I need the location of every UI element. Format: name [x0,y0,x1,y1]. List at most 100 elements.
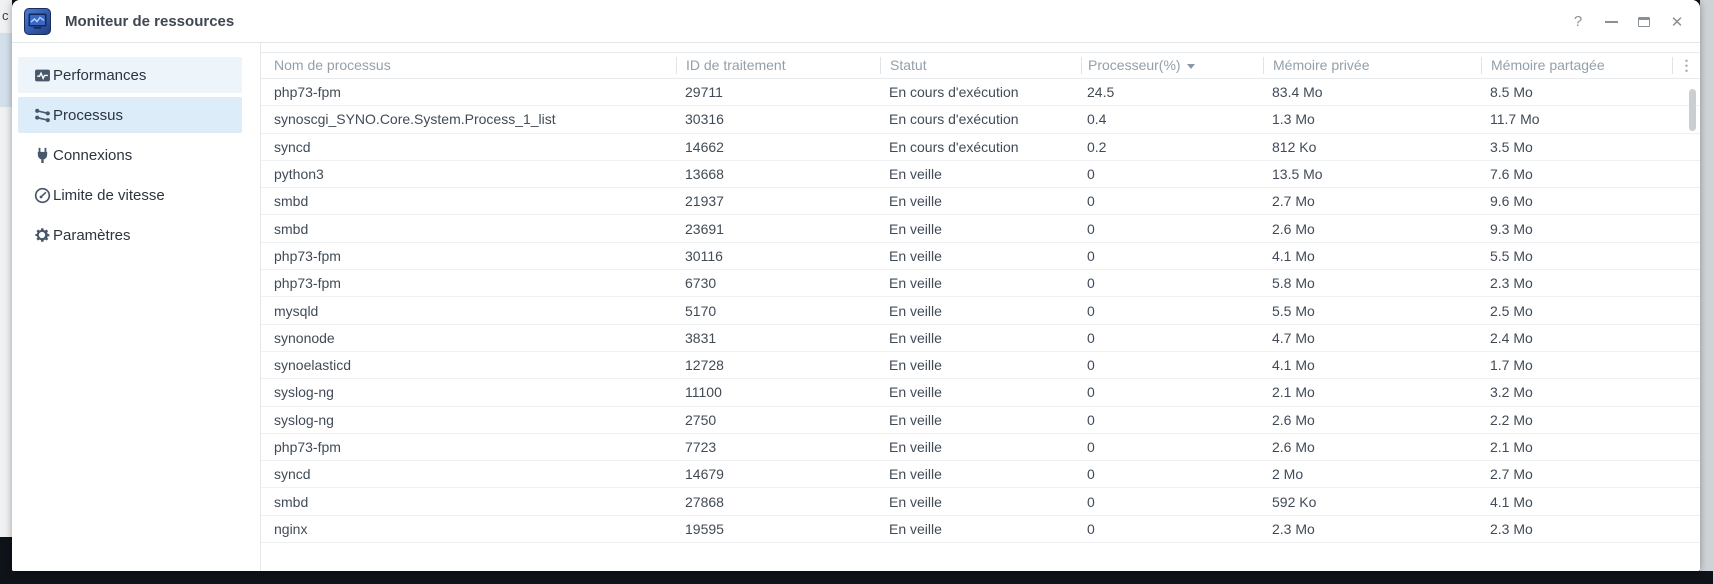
table-row[interactable]: php73-fpm 30116 En veille 0 4.1 Mo 5.5 Mo [261,243,1700,271]
cell-name: smbd [274,193,309,210]
cell-cpu: 0.4 [1087,111,1107,128]
cell-cpu: 0 [1087,357,1095,374]
column-header-name[interactable]: Nom de processus [274,57,391,73]
cell-cpu: 0 [1087,439,1095,455]
cell-pid: 3831 [685,329,717,346]
titlebar: Moniteur de ressources ? ✕ [12,0,1700,43]
cell-shared: 2.2 Mo [1490,411,1533,428]
cell-priv: 83.4 Mo [1272,84,1323,101]
sidebar-item-label: Connexions [53,146,133,164]
cell-priv: 4.1 Mo [1272,247,1315,264]
cell-cpu: 0 [1087,220,1095,237]
table-row[interactable]: php73-fpm 29711 En cours d'exécution 24.5 83… [261,79,1700,107]
cell-shared: 2.4 Mo [1490,329,1533,346]
window-controls: ? ✕ [1569,0,1686,43]
table-row[interactable]: syncd 14679 En veille 0 2 Mo 2.7 Mo [261,461,1700,489]
sidebar-item-param-tres[interactable]: Paramètres [18,217,242,253]
cell-shared: 4.1 Mo [1490,493,1533,510]
cell-shared: 2.7 Mo [1490,466,1533,483]
cell-pid: 11100 [685,384,722,401]
cell-priv: 2.1 Mo [1272,384,1315,401]
sort-descending-icon [1186,63,1195,69]
cell-priv: 2.7 Mo [1272,193,1315,210]
resource-monitor-window: Moniteur de ressources ? ✕ Performances P… [12,0,1700,571]
cell-shared: 3.2 Mo [1490,384,1533,401]
table-row[interactable]: synonode 3831 En veille 0 4.7 Mo 2.4 Mo [261,325,1700,352]
maximize-icon [1638,16,1650,27]
cell-priv: 592 Ko [1272,493,1317,510]
cell-cpu: 0 [1087,411,1095,428]
sidebar-item-performances[interactable]: Performances [18,57,242,93]
sidebar-item-label: Limite de vitesse [53,186,165,204]
cell-name: syncd [274,466,311,483]
maximize-button[interactable] [1635,13,1653,31]
close-button[interactable]: ✕ [1668,13,1686,31]
table-row[interactable]: syncd 14662 En cours d'exécution 0.2 812 Ko 3… [261,134,1700,161]
column-header-status[interactable]: Statut [880,57,1081,74]
table-row[interactable]: smbd 27868 En veille 0 592 Ko 4.1 Mo [261,488,1700,516]
cell-shared: 9.6 Mo [1490,193,1533,210]
background-window-block [0,33,12,107]
cell-name: smbd [274,493,309,510]
cell-status: En veille [889,193,942,210]
cell-cpu: 0 [1087,520,1095,537]
cell-name: php73-fpm [274,439,341,455]
vertical-scrollbar[interactable] [1689,89,1696,131]
table-row[interactable]: python3 13668 En veille 0 13.5 Mo 7.6 Mo [261,161,1700,189]
plug-icon [33,146,51,164]
table-row[interactable]: php73-fpm 7723 En veille 0 2.6 Mo 2.1 Mo [261,434,1700,462]
sidebar-item-connexions[interactable]: Connexions [18,137,242,173]
table-row[interactable]: syslog-ng 2750 En veille 0 2.6 Mo 2.2 Mo [261,407,1700,434]
cell-status: En veille [889,357,942,374]
help-button[interactable]: ? [1573,13,1583,30]
monitor-chart-icon [28,13,47,29]
cell-status: En cours d'exécution [889,84,1019,101]
table-row[interactable]: smbd 23691 En veille 0 2.6 Mo 9.3 Mo [261,215,1700,243]
cell-cpu: 0 [1087,466,1095,483]
column-header-pid[interactable]: ID de traitement [676,57,880,74]
cell-pid: 14679 [685,466,724,483]
cell-name: mysqld [274,302,319,319]
cell-priv: 812 Ko [1272,138,1317,155]
cell-status: En veille [889,493,942,510]
cell-cpu: 0 [1087,247,1095,264]
cell-pid: 2750 [685,411,717,428]
table-row[interactable]: nginx 19595 En veille 0 2.3 Mo 2.3 Mo [261,516,1700,544]
column-header-shared[interactable]: Mémoire partagée [1481,57,1672,74]
cell-priv: 5.8 Mo [1272,275,1315,292]
cell-priv: 2.6 Mo [1272,411,1315,428]
column-options-button[interactable]: ⋮ [1672,57,1700,74]
cell-status: En veille [889,520,942,537]
table-row[interactable]: mysqld 5170 En veille 0 5.5 Mo 2.5 Mo [261,297,1700,325]
cell-status: En veille [889,329,942,346]
table-row[interactable]: php73-fpm 6730 En veille 0 5.8 Mo 2.3 Mo [261,270,1700,298]
process-icon [33,106,51,124]
sidebar-item-limite-de-vitesse[interactable]: Limite de vitesse [18,177,242,213]
column-header-priv[interactable]: Mémoire privée [1263,57,1481,74]
cell-pid: 23691 [685,220,724,237]
close-icon: ✕ [1670,13,1684,31]
table-row[interactable]: smbd 21937 En veille 0 2.7 Mo 9.6 Mo [261,188,1700,216]
cell-cpu: 0 [1087,384,1095,401]
cell-pid: 30116 [685,247,723,264]
cell-name: nginx [274,520,308,537]
desktop-right-sliver [1700,0,1713,571]
cell-shared: 2.1 Mo [1490,439,1533,455]
sidebar-divider [260,43,261,571]
minimize-button[interactable] [1602,13,1620,31]
cell-shared: 9.3 Mo [1490,220,1533,237]
cell-status: En veille [889,247,942,264]
table-row[interactable]: synoscgi_SYNO.Core.System.Process_1_list… [261,106,1700,134]
cell-cpu: 24.5 [1087,84,1115,101]
table-body: php73-fpm 29711 En cours d'exécution 24.5 83… [261,79,1700,544]
column-header-cpu[interactable]: Processeur(%) [1081,57,1263,74]
sidebar-item-processus[interactable]: Processus [18,97,242,133]
table-row[interactable]: synoelasticd 12728 En veille 0 4.1 Mo 1.7 Mo [261,352,1700,380]
cell-pid: 27868 [685,493,724,510]
cell-pid: 12728 [685,357,724,374]
cell-status: En veille [889,302,942,319]
cell-status: En veille [889,384,942,401]
performance-icon [33,66,51,84]
cell-status: En cours d'exécution [889,111,1019,128]
table-row[interactable]: syslog-ng 11100 En veille 0 2.1 Mo 3.2 Mo [261,379,1700,407]
